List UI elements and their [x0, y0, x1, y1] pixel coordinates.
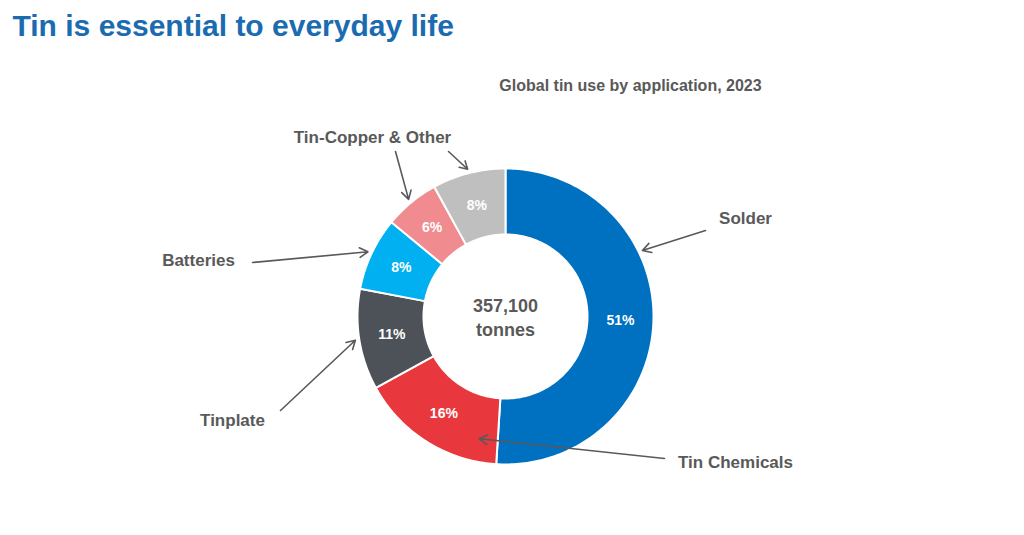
svg-text:11%: 11%: [378, 326, 406, 342]
svg-text:Tin-Copper & Other: Tin-Copper & Other: [294, 128, 452, 147]
svg-text:Solder: Solder: [719, 209, 772, 228]
svg-text:Tin Chemicals: Tin Chemicals: [678, 453, 793, 472]
svg-text:8%: 8%: [467, 197, 488, 213]
svg-text:6%: 6%: [422, 219, 443, 235]
svg-text:51%: 51%: [606, 312, 635, 328]
svg-text:Global tin use by application,: Global tin use by application, 2023: [499, 77, 761, 94]
svg-text:Tinplate: Tinplate: [200, 411, 265, 430]
svg-text:Tin is essential to everyday l: Tin is essential to everyday life: [13, 9, 454, 42]
svg-text:8%: 8%: [391, 259, 412, 275]
svg-text:Batteries: Batteries: [162, 251, 235, 270]
svg-text:16%: 16%: [430, 405, 459, 421]
svg-text:357,100tonnes: 357,100tonnes: [473, 296, 538, 339]
